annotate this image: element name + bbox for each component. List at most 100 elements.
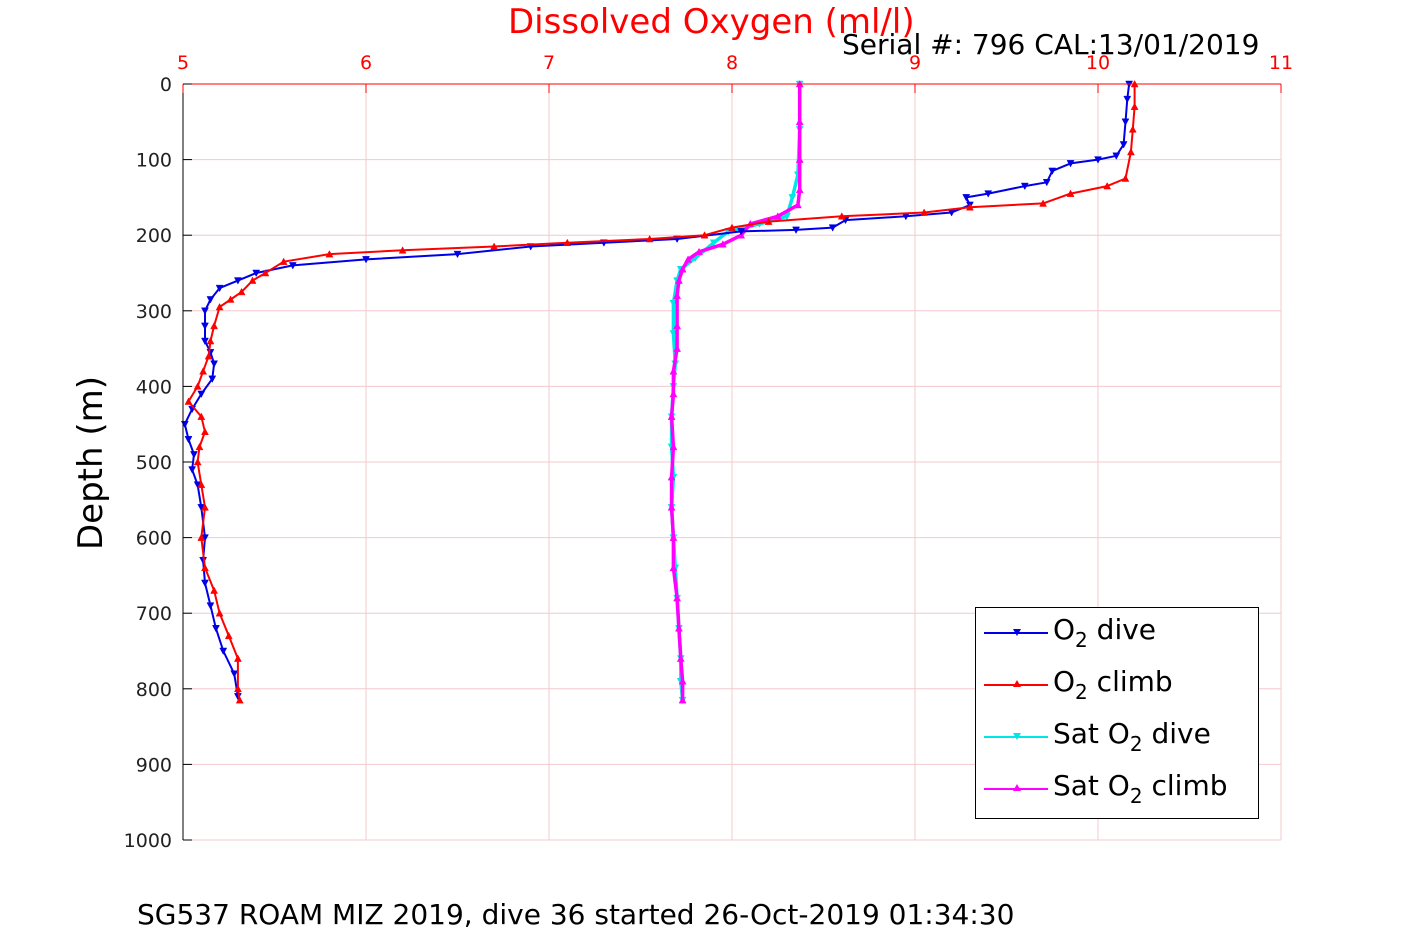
data-point [226,295,235,303]
data-point [206,337,215,345]
data-point [709,239,718,247]
data-point [201,322,209,330]
data-point [669,533,678,541]
legend-item-o2-dive: O2 dive [976,613,1258,682]
data-point [965,203,974,211]
data-point [1130,102,1139,110]
data-point [1094,156,1102,164]
data-point [678,677,687,685]
data-point [215,302,224,311]
data-point [675,624,683,632]
y-tick-label: 300 [136,301,172,323]
data-point [201,503,209,511]
axes: 5 6 7 8 9 10 11 0 100 200 300 400 500 600 700 800 900 100… [124,52,1293,852]
data-point [1039,199,1048,207]
data-point [782,213,791,221]
x-tick-label: 6 [360,52,372,74]
data-point [695,247,703,256]
data-point [248,276,257,284]
data-point [788,194,797,202]
data-point [197,480,206,488]
data-point [212,625,220,633]
data-point [210,586,219,594]
data-point [184,436,193,444]
data-point [1103,182,1112,190]
legend: O2 dive O2 climb Sat O2 dive Sat O2 clim… [975,607,1259,819]
y-tick-label: 1000 [124,830,172,852]
serial-calibration-label: Serial #: 796 CAL:13/01/2019 [842,28,1260,61]
data-point [215,609,224,617]
data-point [233,684,242,693]
data-point [235,696,244,704]
y-tick-label: 900 [136,754,172,776]
data-point [193,457,202,466]
data-point [197,412,206,420]
data-point [669,442,678,451]
data-point [673,291,682,299]
data-point [193,382,202,390]
data-point [1127,148,1135,156]
data-point [201,307,209,315]
data-point [252,269,261,278]
data-point [184,397,193,405]
data-point [673,344,682,352]
data-point [920,208,929,216]
data-point [669,563,678,572]
data-point [1066,160,1075,168]
data-point [453,250,462,259]
data-point [197,533,206,541]
data-point [490,242,499,250]
data-point [669,389,678,398]
y-tick-label: 400 [136,376,172,398]
legend-marker-sat-o2-climb [1013,784,1021,791]
data-point [204,352,213,360]
legend-marker-sat-o2-dive [1013,733,1021,740]
data-point [237,287,246,296]
data-point [1123,95,1132,104]
chart-title: Dissolved Oxygen (ml/l) [508,2,915,42]
x-tick-label: 9 [909,52,921,74]
data-point [1121,118,1130,126]
data-point [1066,189,1075,197]
data-point [199,367,208,375]
data-point [1112,152,1121,160]
data-point [792,226,800,234]
series-line [669,84,802,701]
data-point [795,155,804,163]
y-axis-label: Depth (m) [71,375,111,551]
data-point [563,238,572,247]
x-tick-label: 7 [543,52,555,74]
data-point [795,185,804,194]
data-point [984,190,993,198]
data-point [180,420,189,429]
data-point [1020,182,1029,191]
legend-label-o2-dive: O2 dive [1053,613,1157,652]
data-point [773,212,782,220]
data-point [669,367,678,375]
data-point [676,654,685,662]
data-point [201,427,209,436]
y-tick-label: 200 [136,225,172,247]
series-line [669,84,802,701]
data-point [764,217,773,225]
data-point [678,265,687,273]
data-point [398,246,407,254]
data-point [190,451,198,459]
data-point [261,268,270,277]
series-line [183,83,1131,697]
data-point [197,390,206,398]
data-point [1119,141,1128,149]
series-sat-o2-climb [667,79,804,704]
data-point [1128,125,1137,133]
legend-item-sat-o2-dive: Sat O2 dive [976,717,1258,786]
legend-label-sat-o2-climb: Sat O2 climb [1053,769,1228,808]
data-point [673,321,682,330]
data-point [828,224,837,232]
y-tick-label: 600 [136,528,172,550]
data-point [195,442,204,451]
data-point [675,276,683,284]
legend-marker-o2-dive [1013,629,1021,636]
data-point [669,299,678,308]
y-tick-label: 500 [136,452,172,474]
data-point [793,200,802,209]
